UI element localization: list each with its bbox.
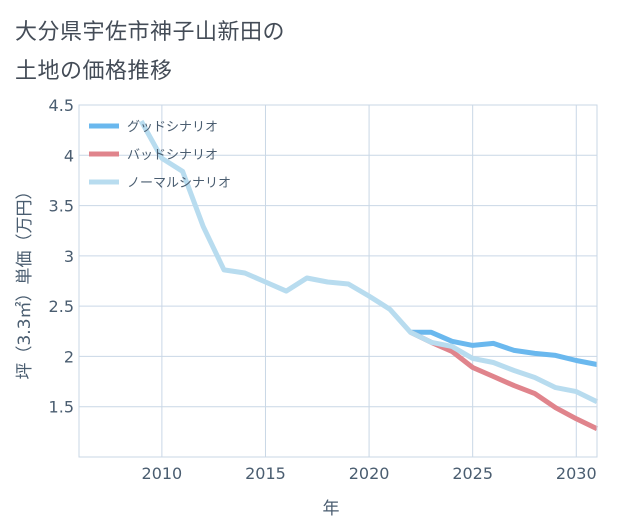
y-tick-label: 4.5: [49, 96, 74, 115]
y-axis-title: 坪（3.3㎡）単価（万円）: [15, 182, 35, 379]
x-tick-label: 2010: [142, 464, 183, 483]
legend-label: ノーマルシナリオ: [127, 176, 231, 191]
legend-label: バッドシナリオ: [127, 148, 218, 163]
plot-frame: [78, 104, 598, 458]
series-line-1: [410, 329, 598, 367]
y-tick-label: 1.5: [49, 398, 74, 417]
x-tick-label: 2020: [349, 464, 390, 483]
chart-title-line-1: 大分県宇佐市神子山新田の: [15, 20, 286, 45]
x-tick-label: 2025: [452, 464, 493, 483]
x-axis-title: 年: [323, 499, 340, 519]
x-tick-label: 2015: [245, 464, 286, 483]
axis-ticks: 2010 2015 2020 2025 2030 1.5 2 2.5 3 3.5 4 4.5: [49, 96, 597, 483]
y-tick-label: 2.5: [49, 297, 74, 316]
series-lines: [139, 119, 599, 432]
legend-label: グッドシナリオ: [127, 120, 218, 135]
x-tick-label: 2030: [556, 464, 597, 483]
chart-title-line-2: 土地の価格推移: [15, 59, 173, 84]
y-tick-label: 3.5: [49, 197, 74, 216]
y-tick-label: 3: [64, 247, 74, 266]
y-tick-label: 4: [64, 146, 74, 165]
y-tick-label: 2: [64, 347, 74, 366]
series-line-3: [139, 119, 599, 404]
